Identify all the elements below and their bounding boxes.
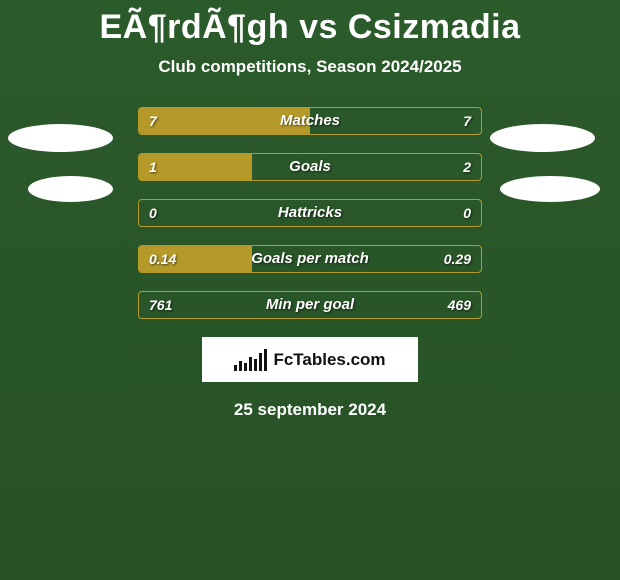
stat-row: 0Hattricks0 bbox=[138, 199, 482, 227]
decorative-ellipse bbox=[490, 124, 595, 152]
stat-label: Matches bbox=[139, 108, 481, 134]
stat-row: 761Min per goal469 bbox=[138, 291, 482, 319]
logo-bars-icon bbox=[234, 349, 267, 371]
generated-date: 25 september 2024 bbox=[0, 400, 620, 420]
logo-bar bbox=[259, 353, 262, 371]
stat-value-right: 0.29 bbox=[444, 246, 471, 272]
logo-text: FcTables.com bbox=[273, 350, 385, 370]
logo-bar bbox=[244, 363, 247, 371]
stat-value-right: 0 bbox=[463, 200, 471, 226]
stat-value-right: 469 bbox=[448, 292, 471, 318]
logo-bar bbox=[249, 357, 252, 371]
logo-bar bbox=[239, 361, 242, 371]
logo-bar bbox=[234, 365, 237, 371]
stat-label: Goals bbox=[139, 154, 481, 180]
logo-bar bbox=[264, 349, 267, 371]
stat-value-right: 2 bbox=[463, 154, 471, 180]
stat-label: Goals per match bbox=[139, 246, 481, 272]
page-title: EÃ¶rdÃ¶gh vs Csizmadia bbox=[0, 0, 620, 47]
decorative-ellipse bbox=[28, 176, 113, 202]
decorative-ellipse bbox=[8, 124, 113, 152]
stat-label: Hattricks bbox=[139, 200, 481, 226]
stat-row: 1Goals2 bbox=[138, 153, 482, 181]
stat-value-right: 7 bbox=[463, 108, 471, 134]
stat-row: 7Matches7 bbox=[138, 107, 482, 135]
stat-label: Min per goal bbox=[139, 292, 481, 318]
logo-bar bbox=[254, 359, 257, 371]
decorative-ellipse bbox=[500, 176, 600, 202]
stat-row: 0.14Goals per match0.29 bbox=[138, 245, 482, 273]
site-logo[interactable]: FcTables.com bbox=[202, 337, 418, 382]
stats-container: 7Matches7 1Goals2 0Hattricks0 0.14Goals per… bbox=[138, 107, 482, 319]
subtitle: Club competitions, Season 2024/2025 bbox=[0, 57, 620, 77]
